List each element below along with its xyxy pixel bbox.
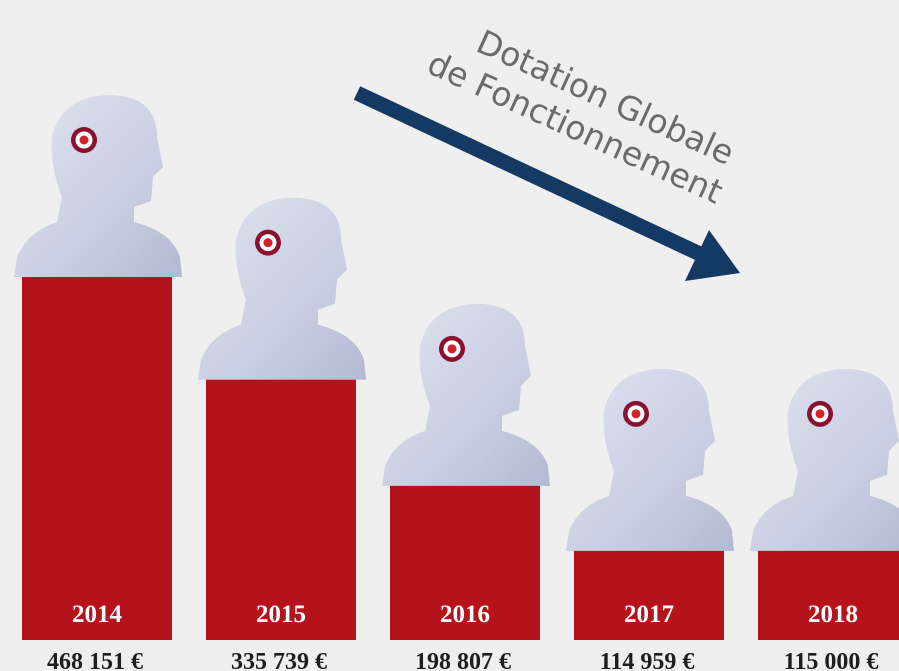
value-label: 198 807 € xyxy=(415,649,511,671)
silhouette xyxy=(566,368,734,551)
year-label: 2014 xyxy=(72,601,123,628)
target-dot xyxy=(815,409,825,419)
silhouette xyxy=(750,368,899,551)
silhouette xyxy=(14,95,182,277)
trend-arrow-head xyxy=(685,230,740,281)
value-label: 468 151 € xyxy=(47,649,143,671)
trend-arrow xyxy=(353,86,704,261)
silhouette xyxy=(382,303,550,486)
year-label: 2017 xyxy=(624,601,674,628)
bar xyxy=(206,379,356,640)
bar xyxy=(758,550,899,640)
value-label: 115 000 € xyxy=(784,649,879,671)
value-label: 335 739 € xyxy=(231,649,327,671)
silhouette xyxy=(198,197,366,380)
bar xyxy=(390,485,540,640)
target-dot xyxy=(79,135,89,145)
target-dot xyxy=(263,238,273,248)
target-dot xyxy=(447,344,457,354)
value-label: 114 959 € xyxy=(600,649,695,671)
bar xyxy=(574,550,724,640)
year-label: 2016 xyxy=(440,601,490,628)
bar xyxy=(22,277,172,640)
target-dot xyxy=(631,409,641,419)
year-label: 2018 xyxy=(808,601,858,628)
year-label: 2015 xyxy=(256,601,306,628)
